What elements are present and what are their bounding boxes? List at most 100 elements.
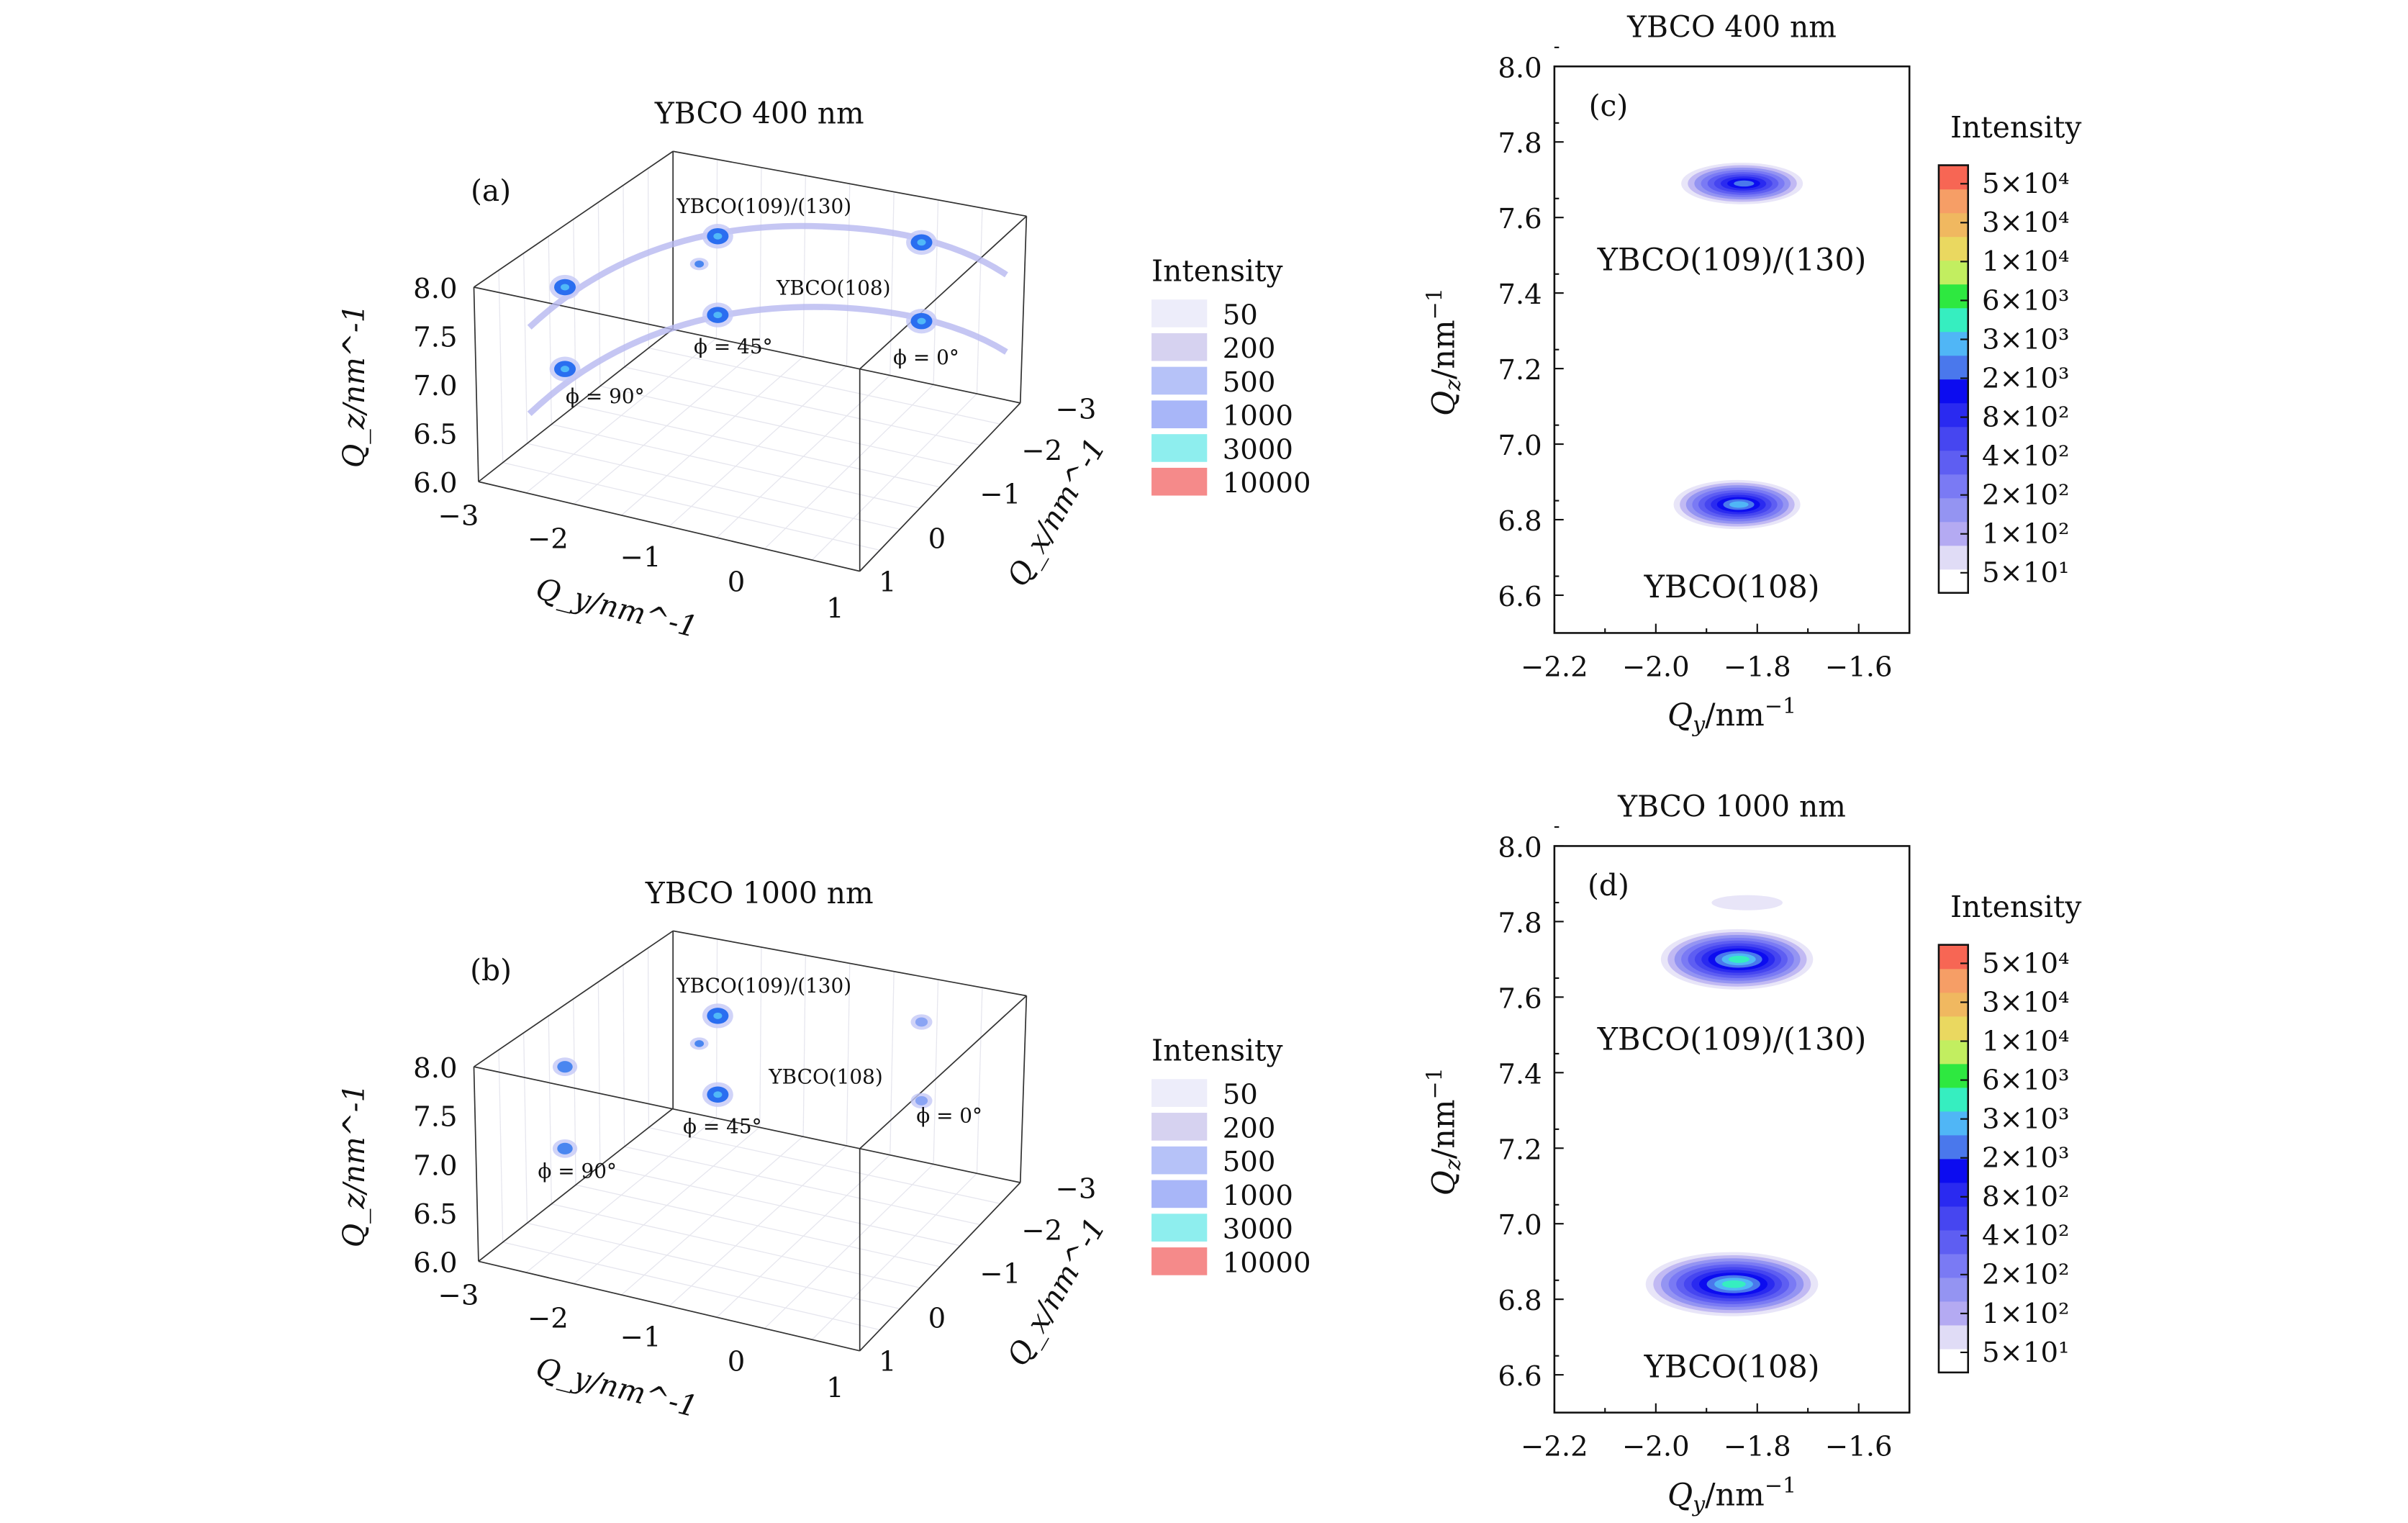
box-edge <box>478 1260 860 1352</box>
grid-line <box>548 1016 552 1204</box>
x-tick-label: −1.6 <box>1825 1431 1893 1463</box>
grid-line <box>624 366 981 446</box>
contour-level <box>1734 180 1755 187</box>
colorbar-band <box>1938 212 1968 238</box>
grid-line <box>648 347 1001 425</box>
grid-line <box>498 1049 504 1242</box>
y-tick-label: −2 <box>528 523 569 555</box>
chart-title: YBCO 400 nm <box>1626 10 1837 45</box>
z-tick-label: 8.0 <box>413 1052 457 1085</box>
legend-swatch <box>1151 299 1208 327</box>
colorbar-band <box>1938 189 1968 214</box>
floor-grid <box>498 939 1001 1340</box>
box-edge <box>1019 216 1028 403</box>
grid-line <box>623 185 625 367</box>
grid-line <box>802 176 806 357</box>
legend-swatch <box>1151 467 1208 496</box>
peak-spot <box>915 1017 928 1027</box>
z-tick-label: 6.5 <box>413 419 457 451</box>
grid-line <box>846 963 851 1146</box>
x-tick-label: 0 <box>928 523 946 555</box>
grid-line <box>890 971 895 1155</box>
colorbar-tick-label: 2×10³ <box>1982 362 2069 394</box>
y-tick-label: −2 <box>528 1303 569 1335</box>
peak-spot <box>557 1142 573 1154</box>
axis-label-subscript: y <box>1691 1492 1706 1517</box>
colorbar-band <box>1938 450 1968 475</box>
legend-label: 500 <box>1223 366 1276 399</box>
grid-line <box>759 167 762 348</box>
box-edge <box>478 1108 674 1262</box>
peak-core <box>561 366 570 373</box>
chart-title: YBCO 1000 nm <box>645 876 874 910</box>
colorbar-tick-label: 2×10² <box>1982 1259 2069 1291</box>
colorbar-band <box>1938 1039 1968 1065</box>
x-tick-label: −1.8 <box>1724 1431 1791 1463</box>
peak-core <box>713 312 723 319</box>
axis-label-symbol: Q <box>1426 391 1462 416</box>
colorbar-band <box>1938 284 1968 309</box>
box-edge <box>1019 995 1028 1183</box>
grid-line <box>976 208 983 394</box>
x-tick-label: −1 <box>979 478 1020 510</box>
y-tick-label: 6.8 <box>1498 1285 1542 1317</box>
x-tick-label: −3 <box>1056 393 1097 425</box>
grid-line <box>933 979 939 1165</box>
y-tick-label: −1 <box>620 541 661 574</box>
legend-label: 500 <box>1223 1146 1276 1178</box>
z-tick-label: 6.0 <box>413 1247 457 1279</box>
grid-line <box>976 988 983 1174</box>
colorbar-tick-label: 4×10² <box>1982 1220 2069 1252</box>
colorbar-tick-label: 8×10² <box>1982 1181 2069 1214</box>
legend-swatch <box>1151 1146 1208 1175</box>
z-tick-label: 7.0 <box>413 370 457 402</box>
plot-area <box>1645 895 1819 1316</box>
colorbar-frame <box>1937 164 1969 594</box>
peak-label: YBCO(109)/(130) <box>1597 1022 1867 1058</box>
colorbar-band <box>1938 260 1968 285</box>
peak-spot <box>557 1061 573 1073</box>
grid-line <box>597 202 601 387</box>
colorbar-band <box>1938 1087 1968 1112</box>
y-tick-label: 7.6 <box>1498 982 1542 1015</box>
grid-line <box>597 982 601 1166</box>
grid-line <box>812 393 977 561</box>
colorbar-band <box>1938 331 1968 356</box>
axis-label-subscript: y <box>1691 713 1706 738</box>
grid-line <box>764 1163 934 1329</box>
y-tick-label: 6.6 <box>1498 1360 1542 1393</box>
z-tick-label: 7.0 <box>413 1149 457 1182</box>
grid-line <box>802 955 806 1136</box>
axis-label-unit: /nm <box>1426 320 1462 379</box>
colorbar-band <box>1938 1206 1968 1231</box>
axis-label-unit: /nm <box>1705 697 1765 733</box>
legend-swatch <box>1151 1079 1208 1107</box>
panel-b: YBCO 1000 nm 8.0 7.5 7.0 6.5 6.0 Q_z/nm^-1 −3 −2… <box>337 876 1311 1424</box>
colorbar-band <box>1938 1063 1968 1088</box>
y-tick-label: −3 <box>438 500 479 532</box>
y-tick-label: 1 <box>826 1372 844 1404</box>
peak-core <box>713 1012 723 1019</box>
y-tick-label: 8.0 <box>1498 52 1542 84</box>
box-edge <box>673 930 1027 997</box>
peak-core <box>713 1091 723 1098</box>
grid-line <box>647 168 650 348</box>
panel-label: (a) <box>471 173 511 208</box>
legend-label: 200 <box>1223 333 1276 365</box>
annotation: YBCO(109)/(130) <box>676 974 851 998</box>
colorbar-band <box>1938 426 1968 451</box>
x-tick-label: −2 <box>1021 435 1062 467</box>
colorbar-tick-label: 6×10³ <box>1982 1064 2069 1096</box>
y-axis-label: Q_y/nm^-1 <box>533 1351 701 1424</box>
contour-level <box>1728 955 1750 963</box>
colorbar-tick-label: 5×10¹ <box>1982 1337 2069 1369</box>
legend-swatch <box>1151 1113 1208 1141</box>
ring-arc-upper <box>527 222 1008 330</box>
axis-label-superscript: −1 <box>1765 694 1796 719</box>
colorbar-band <box>1938 968 1968 993</box>
annotation: ϕ = 45° <box>694 335 773 358</box>
annotation: ϕ = 0° <box>893 345 959 369</box>
colorbar-band <box>1938 1111 1968 1136</box>
y-tick-label: 7.2 <box>1498 354 1542 387</box>
axis-label-subscript: z <box>1441 379 1466 392</box>
